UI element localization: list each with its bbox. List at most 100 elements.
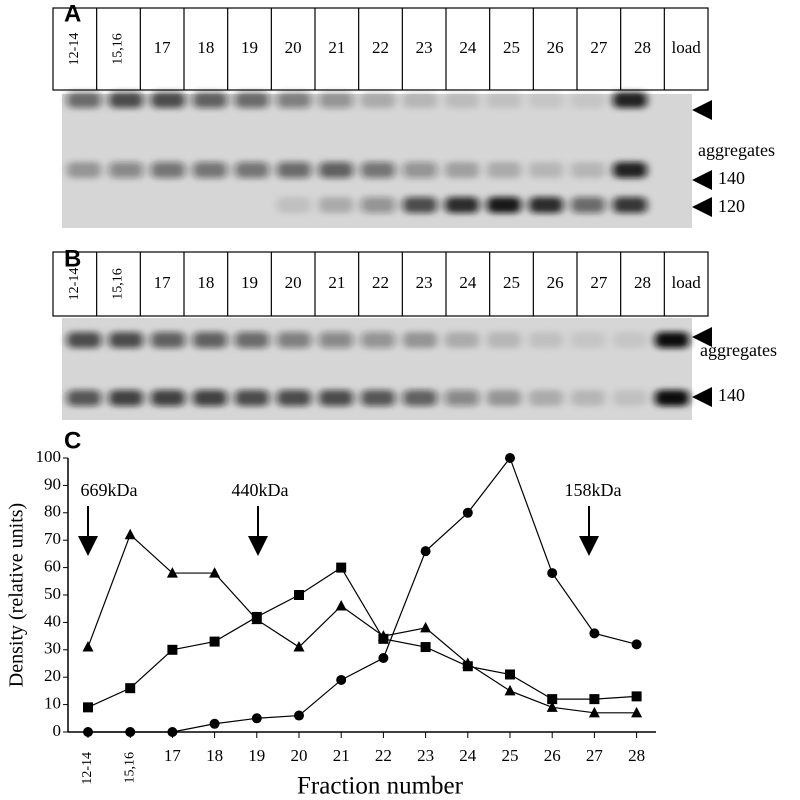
point (462, 507, 473, 518)
lane-label: 19 (241, 273, 258, 292)
band (193, 162, 227, 178)
lane-label: 24 (459, 38, 477, 57)
x-tick-label: 17 (164, 746, 182, 765)
band (319, 332, 353, 348)
band (109, 332, 143, 348)
lane-label-box (52, 7, 709, 91)
band (67, 390, 101, 406)
band (109, 390, 143, 406)
band (235, 332, 269, 348)
band (445, 92, 479, 108)
marker-label: aggregates (700, 340, 777, 360)
lane-label: 18 (197, 38, 214, 57)
lane-label: 25 (503, 273, 520, 292)
lane-label: 21 (328, 38, 345, 57)
band (67, 92, 101, 108)
band (361, 332, 395, 348)
point (420, 546, 431, 557)
band (361, 92, 395, 108)
band (319, 92, 353, 108)
series-line (87, 566, 637, 708)
annotation: 440kDa (232, 480, 289, 500)
series-line (87, 533, 637, 714)
point (124, 528, 136, 540)
point (125, 683, 136, 694)
gel-bands (67, 332, 689, 406)
band (361, 197, 395, 213)
y-tick-label: 0 (53, 721, 62, 740)
x-tick-label: 12-14 (80, 752, 95, 785)
band (613, 332, 647, 348)
point (462, 657, 474, 668)
point (167, 644, 178, 655)
panel-label: C (64, 427, 81, 454)
point (504, 684, 516, 696)
band (487, 197, 521, 213)
lane-label: 23 (416, 38, 433, 57)
x-tick-label: 20 (291, 746, 308, 765)
x-tick-label: 22 (375, 746, 392, 765)
band (487, 390, 521, 406)
x-tick-label: 18 (206, 746, 223, 765)
lane-label: 18 (197, 273, 214, 292)
band (193, 390, 227, 406)
lane-label: 22 (372, 273, 389, 292)
lane-label: 17 (154, 273, 172, 292)
lane-label: 24 (459, 273, 477, 292)
band (529, 92, 563, 108)
band (151, 390, 185, 406)
gel-bands (67, 92, 647, 213)
lane-label: 25 (503, 38, 520, 57)
x-tick-label: 15,16 (122, 752, 137, 784)
band (613, 390, 647, 406)
point (589, 694, 600, 705)
band (571, 92, 605, 108)
point (336, 674, 347, 685)
point (251, 613, 263, 625)
band (529, 390, 563, 406)
band (67, 162, 101, 178)
band (403, 92, 437, 108)
band (487, 332, 521, 348)
lane-label: 27 (590, 273, 608, 292)
marker-label: 140 (718, 168, 745, 188)
y-tick-label: 10 (44, 694, 61, 713)
y-tick-label: 20 (44, 666, 61, 685)
point (505, 453, 515, 463)
point (166, 567, 178, 578)
band (445, 162, 479, 178)
x-tick-label: 24 (459, 746, 477, 765)
lane-label: 23 (416, 273, 433, 292)
band (319, 197, 353, 213)
band (151, 162, 185, 178)
band (613, 197, 647, 213)
x-tick-label: 25 (502, 746, 519, 765)
lane-label: 20 (285, 38, 302, 57)
band (613, 92, 647, 108)
series-line (88, 456, 637, 733)
x-tick-label: 21 (333, 746, 350, 765)
band (571, 162, 605, 178)
point (505, 669, 515, 680)
band (445, 332, 479, 348)
band (529, 197, 563, 213)
point (547, 694, 558, 705)
band (277, 332, 311, 348)
point (631, 639, 642, 650)
band (319, 162, 353, 178)
point (82, 641, 94, 652)
point (420, 621, 432, 633)
y-tick-label: 90 (44, 474, 61, 493)
y-tick-label: 100 (36, 447, 62, 466)
band (529, 332, 563, 348)
point (420, 642, 431, 653)
lane-label: 17 (154, 38, 172, 57)
lane-label: 21 (328, 273, 345, 292)
y-tick-label: 80 (44, 502, 61, 521)
y-tick-label: 30 (44, 639, 61, 658)
band (403, 390, 437, 406)
point (377, 630, 389, 641)
band (613, 162, 647, 178)
point (209, 718, 220, 729)
band (109, 162, 143, 178)
